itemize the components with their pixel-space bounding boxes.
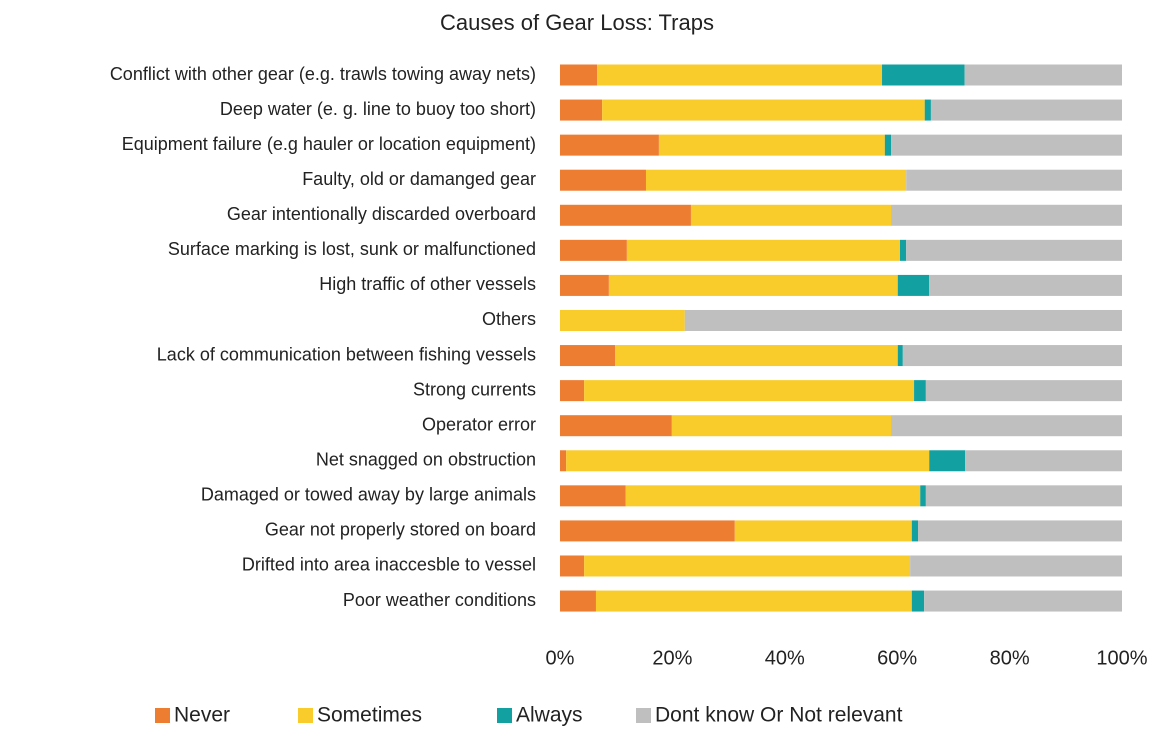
y-tick-label: Strong currents: [413, 379, 536, 399]
y-tick-label: Others: [482, 309, 536, 329]
x-tick-label: 40%: [765, 647, 805, 669]
bar-segment: [584, 380, 915, 402]
legend-label: Dont know Or Not relevant: [655, 704, 903, 727]
bar-segment: [911, 520, 918, 542]
y-tick-label: Net snagged on obstruction: [316, 450, 536, 470]
bar-segment: [560, 274, 609, 296]
bar-segment: [560, 64, 598, 86]
bar-segment: [608, 274, 898, 296]
bar-segment: [615, 345, 898, 367]
bar-segment: [924, 99, 931, 121]
y-tick-label: Equipment failure (e.g hauler or locatio…: [122, 134, 536, 154]
bar-segment: [920, 485, 926, 507]
y-tick-label: Gear not properly stored on board: [265, 520, 536, 540]
bar-segment: [897, 345, 903, 367]
bar-segment: [900, 239, 907, 261]
y-tick-label: Lack of communication between fishing ve…: [157, 344, 536, 364]
bar-segment: [560, 239, 627, 261]
bar-segment: [891, 204, 1122, 226]
bar-segment: [684, 309, 1122, 331]
x-tick-label: 20%: [652, 647, 692, 669]
bar-segment: [906, 239, 1122, 261]
bar-segment: [560, 99, 603, 121]
bar-segment: [560, 590, 596, 612]
bar-segment: [645, 169, 907, 191]
bar-segment: [914, 380, 926, 402]
legend-label: Always: [516, 704, 583, 727]
bar-segment: [930, 99, 1122, 121]
bar-segment: [891, 415, 1122, 437]
bar-segment: [917, 520, 1122, 542]
x-tick-label: 80%: [990, 647, 1030, 669]
y-tick-label: Deep water (e. g. line to buoy too short…: [220, 99, 536, 119]
bar-segment: [560, 485, 626, 507]
bar-segment: [929, 450, 966, 472]
y-tick-label: Drifted into area inaccesble to vessel: [242, 555, 536, 575]
y-tick-label: Operator error: [422, 414, 536, 434]
bar-segment: [560, 345, 616, 367]
bar-segment: [964, 64, 1122, 86]
x-tick-label: 100%: [1096, 647, 1147, 669]
legend-swatch: [155, 708, 170, 723]
bar-segment: [566, 450, 930, 472]
bar-segment: [560, 134, 659, 156]
bar-segment: [965, 450, 1122, 472]
bar-segment: [584, 555, 911, 577]
bar-segment: [906, 169, 1122, 191]
bar-segment: [925, 380, 1122, 402]
y-tick-label: Damaged or towed away by large animals: [201, 485, 536, 505]
bar-segment: [882, 64, 965, 86]
bar-segment: [560, 204, 691, 226]
y-tick-label: Faulty, old or damanged gear: [302, 169, 536, 189]
bar-segment: [560, 309, 685, 331]
bar-segment: [560, 415, 672, 437]
bar-segment: [924, 590, 1122, 612]
bar-segment: [929, 274, 1122, 296]
legend-swatch: [298, 708, 313, 723]
bar-segment: [910, 555, 1122, 577]
bar-segment: [560, 380, 585, 402]
y-tick-label: High traffic of other vessels: [319, 274, 536, 294]
bar-segment: [597, 64, 883, 86]
bar-segment: [911, 590, 925, 612]
bar-segment: [560, 555, 585, 577]
x-tick-label: 0%: [546, 647, 575, 669]
bar-segment: [902, 345, 1122, 367]
bar-segment: [602, 99, 925, 121]
legend-swatch: [497, 708, 512, 723]
bar-segment: [734, 520, 912, 542]
bar-segment: [560, 169, 646, 191]
bar-segment: [560, 520, 735, 542]
bar-segment: [897, 274, 930, 296]
bar-segment: [625, 485, 921, 507]
y-tick-label: Surface marking is lost, sunk or malfunc…: [168, 239, 536, 259]
bar-segment: [658, 134, 885, 156]
y-tick-label: Conflict with other gear (e.g. trawls to…: [110, 64, 536, 84]
bar-segment: [626, 239, 901, 261]
bar-segment: [690, 204, 892, 226]
bar-segment: [595, 590, 912, 612]
chart-title: Causes of Gear Loss: Traps: [440, 10, 714, 35]
y-tick-label: Gear intentionally discarded overboard: [227, 204, 536, 224]
x-tick-label: 60%: [877, 647, 917, 669]
bar-segment: [884, 134, 892, 156]
bar-segment: [891, 134, 1122, 156]
bar-segment: [925, 485, 1122, 507]
y-tick-label: Poor weather conditions: [343, 590, 536, 610]
legend-label: Sometimes: [317, 704, 422, 727]
legend-label: Never: [174, 704, 230, 727]
legend-swatch: [636, 708, 651, 723]
bar-segment: [671, 415, 892, 437]
bar-segment: [560, 450, 567, 472]
